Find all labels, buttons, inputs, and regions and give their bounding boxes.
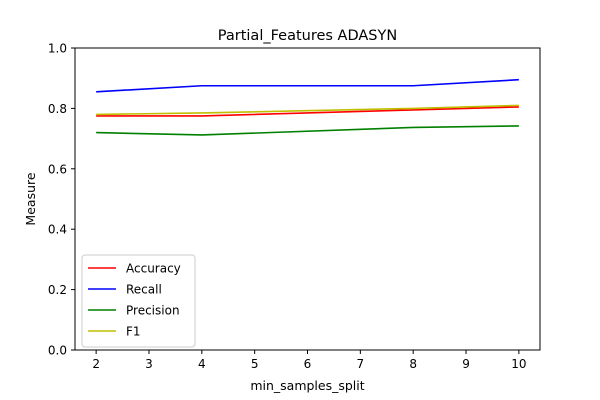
y-tick-label: 0.8 xyxy=(48,102,67,116)
series-line-accuracy xyxy=(96,106,519,117)
legend-label-precision: Precision xyxy=(126,304,180,318)
x-axis-label: min_samples_split xyxy=(250,378,364,393)
x-tick-label: 4 xyxy=(198,357,206,371)
x-tick-label: 3 xyxy=(145,357,153,371)
y-axis-label: Measure xyxy=(23,172,38,225)
series-line-precision xyxy=(96,125,519,136)
x-tick-label: 2 xyxy=(92,357,100,371)
y-tick-label: 0.2 xyxy=(48,283,67,297)
series-line-recall xyxy=(96,78,519,93)
x-tick-label: 10 xyxy=(511,357,526,371)
chart-title: Partial_Features ADASYN xyxy=(218,28,397,44)
x-tick-label: 5 xyxy=(251,357,259,371)
x-tick-label: 9 xyxy=(462,357,470,371)
legend-label-recall: Recall xyxy=(126,283,162,297)
y-tick-label: 0.6 xyxy=(48,162,67,176)
series-layer xyxy=(96,78,519,136)
legend-box xyxy=(81,254,196,348)
y-axis: 0.0 0.2 0.4 0.6 0.8 1.0 xyxy=(48,42,75,358)
y-tick-label: 0.4 xyxy=(48,223,67,237)
x-tick-label: 8 xyxy=(409,357,417,371)
y-tick-label: 1.0 xyxy=(48,42,67,56)
series-line-f1 xyxy=(96,104,519,116)
x-tick-label: 7 xyxy=(357,357,365,371)
legend: Accuracy Recall Precision F1 xyxy=(81,254,196,348)
x-tick-label: 6 xyxy=(304,357,312,371)
y-tick-label: 0.0 xyxy=(48,344,67,358)
x-axis: 2 3 4 5 6 7 8 9 10 xyxy=(92,350,527,371)
legend-label-f1: F1 xyxy=(126,325,141,339)
legend-label-accuracy: Accuracy xyxy=(126,262,181,276)
